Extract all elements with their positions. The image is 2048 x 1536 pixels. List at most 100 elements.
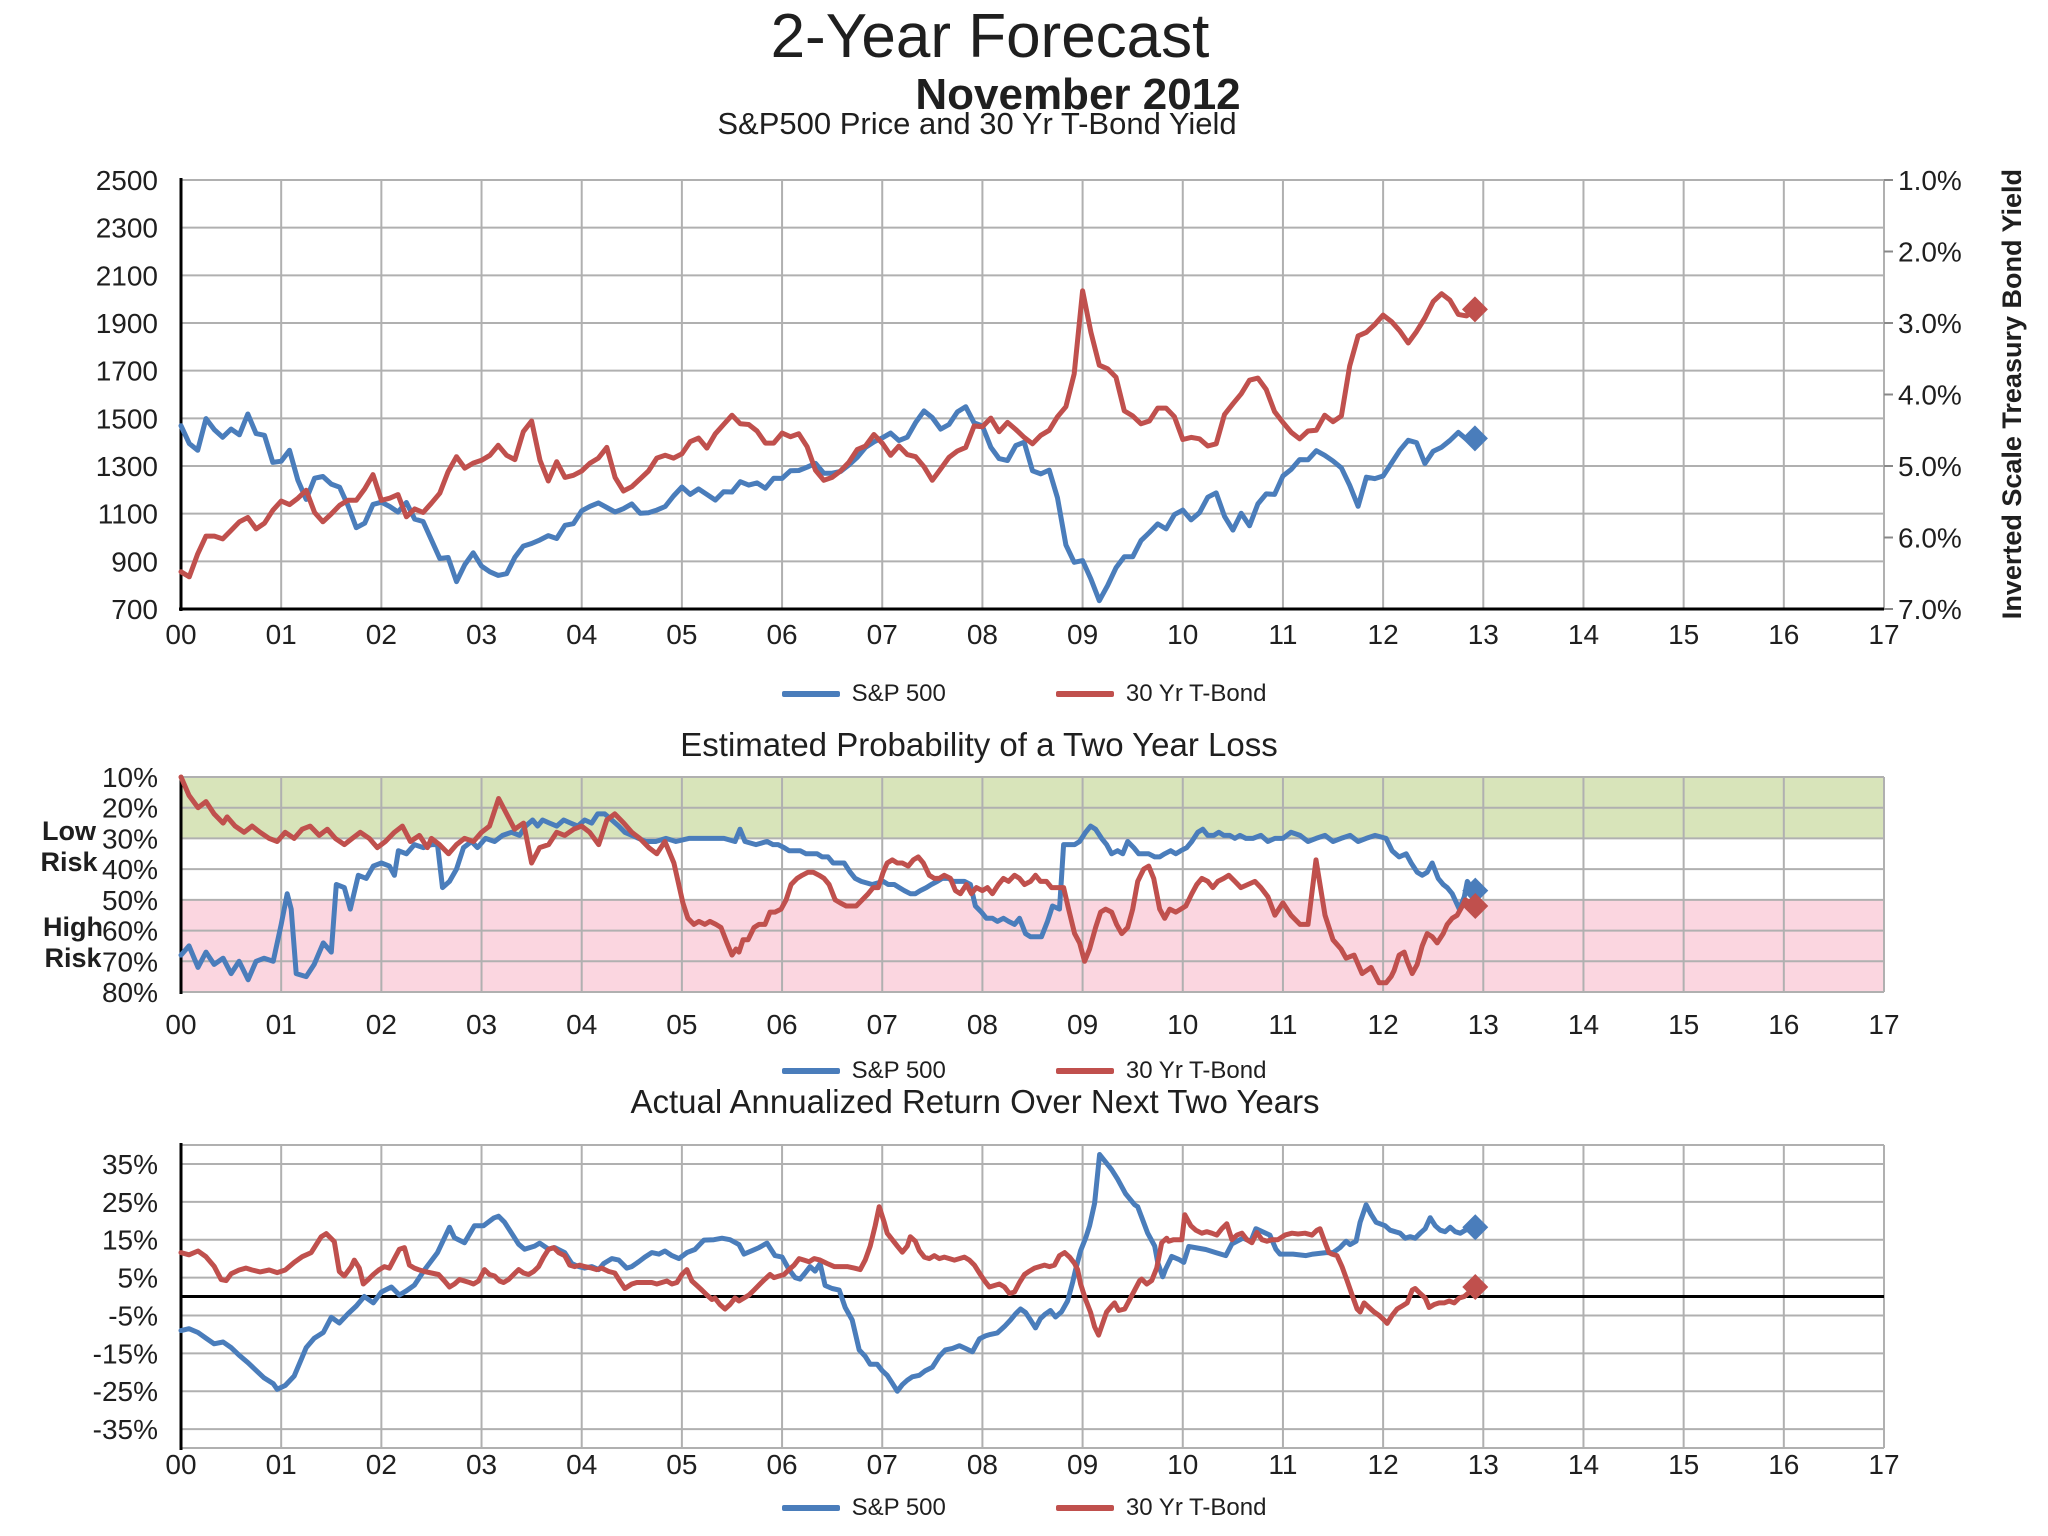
series-30-yr-t-bond: [178, 1204, 1478, 1338]
low-risk-line2: Risk: [40, 847, 98, 877]
series-s-p-500: [178, 404, 1478, 604]
x-tick-label: 09: [1067, 1009, 1098, 1040]
x-tick-label: 10: [1167, 619, 1198, 650]
high-risk-label: High Risk: [24, 912, 122, 974]
chart2-legend: S&P 500 30 Yr T-Bond: [0, 1057, 2048, 1085]
legend-item-tbond: 30 Yr T-Bond: [1055, 680, 1266, 708]
y-tick-label: 1900: [96, 308, 158, 339]
chart1-title: S&P500 Price and 30 Yr T-Bond Yield: [717, 106, 1237, 141]
y-tick-label: 60%: [102, 916, 158, 947]
x-tick-label: 09: [1067, 1449, 1098, 1480]
x-tick-label: 13: [1468, 1009, 1499, 1040]
y-tick-label: 30%: [102, 823, 158, 854]
legend-label: S&P 500: [851, 1494, 946, 1521]
y-tick-label: 50%: [102, 885, 158, 916]
sp500-line-swatch: [781, 691, 840, 697]
y-tick-label: 1700: [96, 356, 158, 387]
chart3-title: Actual Annualized Return Over Next Two Y…: [630, 1083, 1320, 1120]
y-tick-label: 2500: [96, 165, 158, 196]
legend-item-tbond: 30 Yr T-Bond: [1055, 1494, 1267, 1522]
y2-tick-label: 3.0%: [1898, 308, 1962, 339]
series-30-yr-t-bond: [178, 288, 1478, 580]
y-tick-label: 1500: [96, 403, 158, 434]
x-tick-label: 06: [766, 1449, 797, 1480]
page-subtitle: November 2012: [915, 70, 1241, 119]
x-tick-label: 03: [466, 1009, 497, 1040]
end-diamond-marker: [1462, 1274, 1489, 1301]
x-tick-label: 17: [1868, 1009, 1899, 1040]
legend-label: S&P 500: [851, 680, 946, 707]
y-tick-label: 2300: [96, 213, 158, 244]
x-tick-label: 04: [566, 1449, 597, 1480]
chart1-legend: S&P 500 30 Yr T-Bond: [0, 680, 2048, 708]
x-tick-label: 01: [266, 619, 297, 650]
x-tick-label: 07: [867, 619, 898, 650]
y-tick-label: 10%: [102, 762, 158, 793]
legend-item-sp500: S&P 500: [781, 680, 946, 708]
y-tick-label: 70%: [102, 946, 158, 977]
x-tick-label: 12: [1368, 1009, 1399, 1040]
x-tick-label: 05: [666, 1449, 697, 1480]
legend-label: 30 Yr T-Bond: [1125, 1057, 1267, 1084]
y-tick-label: 900: [111, 546, 158, 577]
x-tick-label: 15: [1668, 1009, 1699, 1040]
y-tick-label: 80%: [102, 977, 158, 1008]
x-tick-label: 12: [1368, 1449, 1399, 1480]
series-30-yr-t-bond: [178, 774, 1478, 986]
low-risk-label: Low Risk: [24, 816, 114, 878]
x-tick-label: 07: [867, 1009, 898, 1040]
y-tick-label: 2100: [96, 260, 158, 291]
x-tick-label: 14: [1568, 1009, 1599, 1040]
tbond-line-swatch: [1055, 1068, 1114, 1074]
x-tick-label: 01: [266, 1449, 297, 1480]
x-tick-label: 03: [466, 619, 497, 650]
y-tick-label: -25%: [93, 1376, 158, 1407]
high-risk-line1: High: [43, 912, 103, 942]
x-tick-label: 14: [1568, 619, 1599, 650]
x-tick-label: 02: [366, 1009, 397, 1040]
x-tick-label: 13: [1468, 619, 1499, 650]
sp500-line-swatch: [781, 1505, 840, 1511]
y2-tick-label: 5.0%: [1898, 451, 1962, 482]
legend-label: 30 Yr T-Bond: [1125, 1494, 1267, 1521]
y-tick-label: 1100: [98, 499, 158, 530]
chart-1: 250023002100190017001500130011009007001.…: [96, 165, 1962, 650]
x-tick-label: 08: [967, 1449, 998, 1480]
tbond-line-swatch: [1055, 691, 1114, 697]
end-diamond-marker: [1462, 893, 1489, 919]
legend-item-tbond: 30 Yr T-Bond: [1055, 1057, 1267, 1085]
x-tick-label: 08: [967, 1009, 998, 1040]
x-tick-label: 02: [366, 619, 397, 650]
right-axis-title-text: Inverted Scale Treasury Bond Yield: [1996, 169, 2027, 620]
x-tick-label: 00: [165, 619, 196, 650]
legend-item-sp500: S&P 500: [781, 1494, 946, 1522]
y-tick-label: 40%: [102, 854, 158, 885]
x-tick-label: 06: [766, 1009, 797, 1040]
x-tick-label: 16: [1768, 1449, 1799, 1480]
right-axis-title: Inverted Scale Treasury Bond Yield: [1990, 169, 2034, 619]
sp500-line-swatch: [781, 1068, 840, 1074]
x-tick-label: 11: [1268, 1009, 1297, 1040]
y2-tick-label: 4.0%: [1898, 380, 1962, 411]
y-tick-label: 25%: [102, 1187, 158, 1218]
y-tick-label: 5%: [118, 1263, 158, 1294]
y2-tick-label: 6.0%: [1898, 523, 1962, 554]
chart3-legend: S&P 500 30 Yr T-Bond: [0, 1494, 2048, 1522]
x-tick-label: 03: [466, 1449, 497, 1480]
x-tick-label: 01: [266, 1009, 297, 1040]
chart-3: 35% 25% 15% 5% -5% -15% -25% -35%00 01 02 03 04 05 06…: [93, 1143, 1900, 1480]
series-s-p-500: [178, 1152, 1478, 1394]
x-tick-label: 09: [1067, 619, 1098, 650]
x-tick-label: 16: [1768, 1009, 1799, 1040]
y2-tick-label: 1.0%: [1898, 165, 1962, 196]
x-tick-label: 11: [1268, 619, 1297, 650]
x-tick-label: 04: [566, 619, 597, 650]
y-tick-label: 20%: [102, 793, 158, 824]
y-tick-label: 700: [111, 594, 158, 625]
x-tick-label: 00: [165, 1449, 196, 1480]
x-tick-label: 14: [1568, 1449, 1599, 1480]
x-tick-label: 10: [1167, 1449, 1198, 1480]
y-tick-label: -15%: [93, 1338, 158, 1369]
